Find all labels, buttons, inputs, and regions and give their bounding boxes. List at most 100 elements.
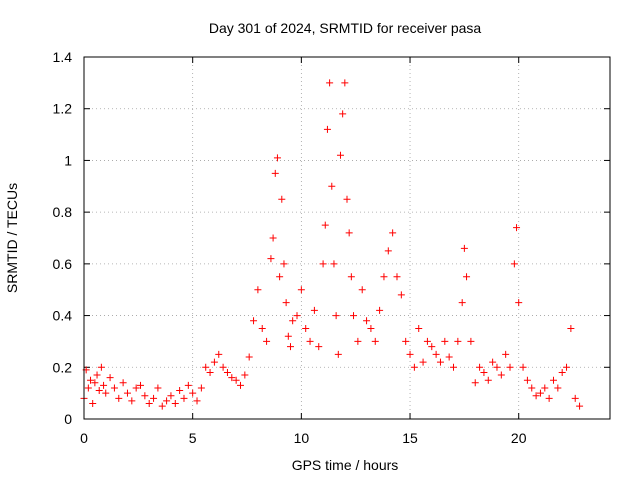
- data-point: [463, 273, 471, 281]
- data-point: [332, 312, 340, 320]
- data-point: [293, 312, 301, 320]
- data-point: [137, 381, 145, 389]
- data-point: [532, 392, 540, 400]
- data-point: [506, 363, 514, 371]
- data-point: [323, 125, 331, 133]
- data-point: [176, 387, 184, 395]
- data-points: [80, 79, 584, 410]
- data-point: [441, 337, 449, 345]
- data-point: [515, 299, 523, 307]
- data-point: [319, 260, 327, 268]
- data-point: [163, 397, 171, 405]
- data-point: [271, 169, 279, 177]
- data-point: [202, 363, 210, 371]
- y-tick-label: 1.2: [53, 101, 73, 117]
- data-point: [339, 110, 347, 118]
- x-tick-label: 0: [80, 430, 88, 446]
- data-point: [189, 389, 197, 397]
- data-point: [321, 221, 329, 229]
- data-point: [423, 337, 431, 345]
- data-point: [393, 273, 401, 281]
- data-point: [206, 368, 214, 376]
- data-point: [528, 384, 536, 392]
- data-point: [380, 273, 388, 281]
- data-point: [154, 384, 162, 392]
- data-point: [376, 306, 384, 314]
- data-point: [141, 392, 149, 400]
- data-point: [489, 358, 497, 366]
- data-point: [115, 394, 123, 402]
- data-point: [263, 337, 271, 345]
- data-point: [384, 247, 392, 255]
- data-point: [428, 343, 436, 351]
- data-point: [123, 389, 131, 397]
- data-point: [95, 387, 103, 395]
- data-point: [397, 291, 405, 299]
- x-tick-label: 20: [511, 430, 527, 446]
- data-point: [91, 379, 99, 387]
- data-point: [450, 363, 458, 371]
- data-point: [258, 325, 266, 332]
- data-point: [93, 371, 101, 379]
- data-point: [484, 376, 492, 384]
- x-tick-label: 15: [402, 430, 418, 446]
- data-point: [354, 337, 362, 345]
- data-point: [415, 325, 423, 332]
- data-point: [197, 384, 205, 392]
- data-point: [89, 399, 97, 407]
- data-point: [269, 234, 277, 242]
- data-point: [102, 389, 110, 397]
- data-point: [236, 381, 244, 389]
- axis-ticks: 0 0.2 0.4 0.6 0.8 1 1.2 1.4 0 5 10 15 20: [53, 49, 610, 446]
- data-point: [554, 384, 562, 392]
- data-point: [326, 79, 334, 87]
- data-point: [545, 394, 553, 402]
- data-point: [471, 379, 479, 387]
- data-point: [241, 371, 249, 379]
- plot-frame: [83, 56, 611, 420]
- data-point: [343, 195, 351, 203]
- data-point: [219, 363, 227, 371]
- data-point: [273, 154, 281, 162]
- data-point: [158, 402, 166, 410]
- data-point: [228, 374, 236, 382]
- data-point: [567, 325, 575, 332]
- data-point: [180, 394, 188, 402]
- data-point: [184, 381, 192, 389]
- data-point: [432, 350, 440, 358]
- data-point: [280, 260, 288, 268]
- data-point: [106, 374, 114, 382]
- data-point: [132, 384, 140, 392]
- data-point: [523, 376, 531, 384]
- data-point: [315, 343, 323, 351]
- data-point: [497, 371, 505, 379]
- data-point: [371, 337, 379, 345]
- data-point: [467, 337, 475, 345]
- data-point: [454, 337, 462, 345]
- data-point: [84, 384, 92, 392]
- y-tick-label: 0.4: [53, 308, 73, 324]
- data-point: [476, 363, 484, 371]
- data-point: [171, 399, 179, 407]
- data-point: [210, 358, 218, 366]
- data-point: [150, 394, 158, 402]
- data-point: [436, 358, 444, 366]
- y-tick-label: 1: [64, 152, 72, 168]
- data-point: [119, 379, 127, 387]
- data-point: [513, 224, 521, 232]
- y-tick-label: 0.2: [53, 359, 73, 375]
- data-point: [302, 325, 310, 332]
- data-point: [267, 255, 275, 263]
- data-point: [563, 363, 571, 371]
- data-point: [310, 306, 318, 314]
- data-point: [519, 363, 527, 371]
- data-point: [306, 337, 314, 345]
- data-point: [245, 353, 253, 361]
- data-point: [250, 317, 258, 325]
- data-point: [167, 392, 175, 400]
- data-point: [110, 384, 118, 392]
- data-point: [502, 350, 510, 358]
- x-tick-label: 10: [294, 430, 310, 446]
